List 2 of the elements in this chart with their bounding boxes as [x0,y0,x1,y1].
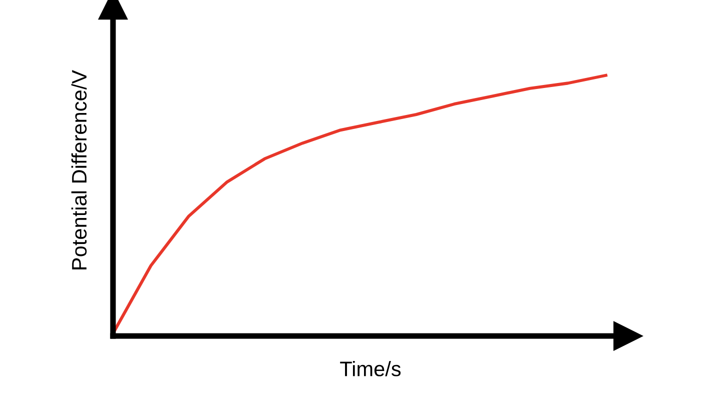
y-axis-title: Potential Difference/V [71,70,87,270]
x-axis-title: Time/s [340,361,401,376]
